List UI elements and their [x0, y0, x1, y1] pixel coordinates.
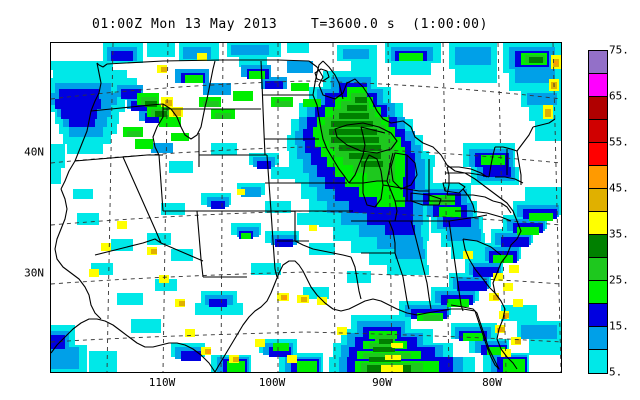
colorbar-labels: 75. 65. 55. 45. 35. 25. 15. 5. [609, 0, 640, 400]
colorbar-band-20-25 [589, 281, 607, 304]
x-tick-110w: 110W [148, 376, 176, 389]
colorbar-band-40-45 [589, 189, 607, 212]
y-axis-labels: 40N 30N [0, 0, 50, 400]
colorbar-band-5-10 [589, 350, 607, 373]
plot-title: 01:00Z Mon 13 May 2013 T=3600.0 s (1:00:… [91, 17, 489, 32]
colorbar-band-15-20 [589, 304, 607, 327]
colorbar-tick-75: 75. [609, 43, 629, 57]
colorbar-band-10-15 [589, 327, 607, 350]
colorbar-tick-25: 25. [609, 273, 629, 287]
colorbar-tick-55: 55. [609, 135, 629, 149]
x-tick-100w: 100W [258, 376, 286, 389]
x-tick-80w: 80W [482, 376, 502, 389]
colorbar-band-55-60 [589, 120, 607, 143]
colorbar-band-45-50 [589, 166, 607, 189]
colorbar-tick-35: 35. [609, 227, 629, 241]
colorbar-tick-5: 5. [609, 365, 623, 379]
map-boundaries [51, 59, 556, 372]
colorbar-tick-45: 45. [609, 181, 629, 195]
colorbar-band-50-55 [589, 143, 607, 166]
colorbar-tick-15: 15. [609, 319, 629, 333]
colorbar [588, 50, 608, 374]
colorbar-band-30-35 [589, 235, 607, 258]
colorbar-band-35-40 [589, 212, 607, 235]
precip-field [51, 43, 561, 372]
y-tick-30n: 30N [24, 266, 44, 280]
x-axis-labels: 110W 100W 90W 80W [0, 376, 640, 400]
map-canvas [51, 43, 561, 372]
colorbar-band-25-30 [589, 258, 607, 281]
colorbar-tick-65: 65. [609, 89, 629, 103]
colorbar-band-60-65 [589, 97, 607, 120]
map-plot-area [50, 42, 562, 373]
x-tick-90w: 90W [372, 376, 392, 389]
graticule [51, 43, 561, 372]
colorbar-band-65-70 [589, 74, 607, 97]
colorbar-band-70-75 [589, 51, 607, 74]
y-tick-40n: 40N [24, 145, 44, 159]
